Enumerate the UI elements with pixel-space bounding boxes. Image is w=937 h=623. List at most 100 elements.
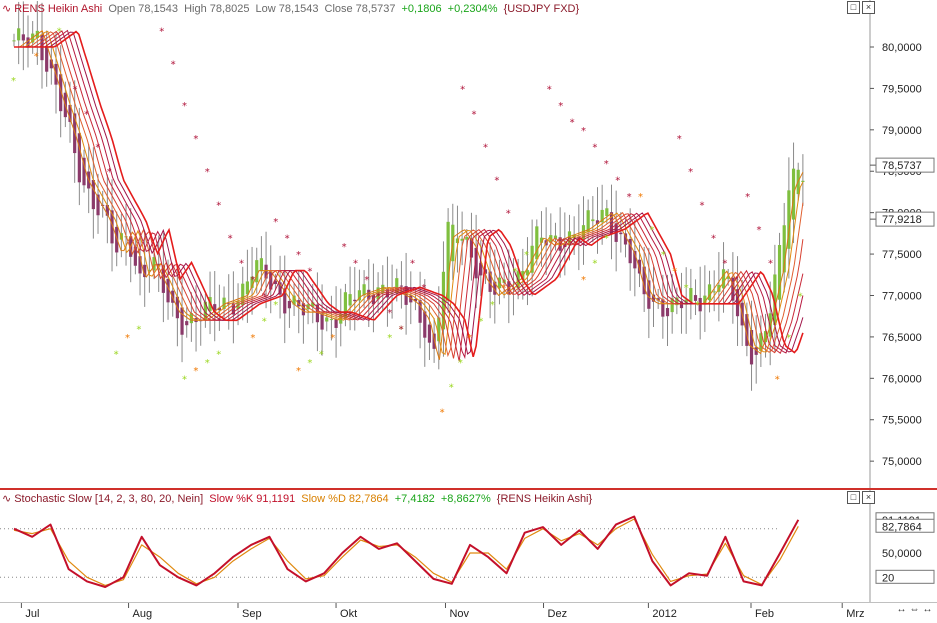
candle-body [605, 208, 609, 217]
price-chart[interactable]: 80,000079,500079,000078,500078,000077,50… [0, 0, 937, 488]
open-value: 78,1543 [138, 3, 179, 15]
candle-body [49, 59, 53, 69]
candle-body [754, 347, 758, 355]
sar-marker: * [73, 84, 78, 95]
scroll-left-icon[interactable]: ↔ [896, 604, 907, 615]
sar-marker: * [472, 109, 477, 120]
close-icon[interactable]: × [862, 491, 875, 504]
sar-marker: * [684, 283, 689, 294]
candle-body [297, 300, 301, 307]
stochastic-header: ∿ Stochastic Slow [14, 2, 3, 80, 20, Nein… [2, 492, 595, 506]
x-tick-label: Okt [340, 608, 357, 620]
maximize-icon[interactable]: □ [847, 1, 860, 14]
candle-body [133, 246, 137, 266]
sar-marker: * [376, 291, 381, 302]
candle-body [147, 269, 151, 271]
candle-body [21, 34, 25, 41]
candle-body [787, 190, 791, 249]
candle-body [45, 47, 49, 72]
sar-marker: * [581, 126, 586, 137]
sar-marker: * [216, 200, 221, 211]
level-20-label-box [875, 569, 935, 584]
sar-marker: * [330, 333, 335, 344]
candle-body [763, 331, 768, 343]
x-tick-label: Jul [25, 608, 39, 620]
candle-body [357, 290, 362, 301]
price-chart-pane[interactable]: 80,000079,500079,000078,500078,000077,50… [0, 0, 937, 489]
candle-body [801, 180, 805, 182]
candle-body [703, 295, 707, 305]
candle-body [735, 289, 740, 317]
symbol-name: RENS Heikin Ashi [14, 3, 103, 15]
sar-marker: * [182, 101, 187, 112]
candle-body [250, 276, 254, 288]
k-value: 91,1191 [256, 493, 296, 505]
sar-marker: * [11, 76, 16, 87]
candle-body [665, 308, 670, 317]
maximize-icon[interactable]: □ [847, 491, 860, 504]
low-label: Low [255, 3, 276, 15]
candle-body [591, 219, 595, 222]
moving-average-line [14, 31, 804, 355]
candle-body [343, 292, 348, 319]
sar-marker: * [677, 134, 682, 145]
stochastic-pane-buttons: □ × [847, 491, 875, 504]
y-tick-label: 76,0000 [882, 373, 922, 385]
stoch-change: +7,4182 [394, 493, 435, 505]
candle-body [413, 298, 418, 302]
y-tick-label: 79,5000 [882, 83, 922, 95]
sar-marker: * [114, 349, 119, 360]
scroll-right-icon[interactable]: ↔ [922, 604, 933, 615]
sar-marker: * [458, 358, 463, 369]
sar-marker: * [467, 333, 472, 344]
moving-average-line [14, 30, 804, 359]
candle-body [465, 236, 469, 240]
pane-separator[interactable] [0, 488, 937, 490]
ma-price-label-box [875, 211, 935, 227]
moving-average-line [14, 31, 804, 358]
candle-body [348, 294, 352, 306]
sar-marker: * [786, 333, 791, 344]
candle-body [409, 295, 413, 303]
candle-body [311, 302, 315, 307]
candle-body [283, 288, 287, 314]
close-icon[interactable]: × [862, 1, 875, 14]
candle-body [479, 263, 483, 276]
x-tick-label: Dez [548, 608, 568, 620]
sar-marker: * [171, 60, 176, 71]
stochastic-pane[interactable]: 50,0000 91,1191 82,7864 20 ∿Stochastic Slow… [0, 490, 937, 603]
x-tick-label: Feb [755, 608, 774, 620]
sar-marker: * [513, 267, 518, 278]
candle-body [726, 276, 730, 279]
sar-marker: * [700, 200, 705, 211]
candle-body [647, 280, 651, 309]
candle-body [59, 74, 63, 112]
candle-body [278, 282, 282, 295]
candle-body [138, 256, 142, 274]
candle-body [441, 271, 446, 330]
slow-k-line [13, 515, 800, 588]
candle-body [264, 264, 268, 279]
sar-marker: * [307, 267, 312, 278]
d-value-label-box [875, 518, 935, 533]
stoch-change-pct: +8,8627% [440, 493, 491, 505]
candle-body [777, 245, 782, 300]
candle-body [675, 297, 679, 306]
stochastic-chart[interactable]: 50,0000 91,1191 82,7864 20 [0, 490, 937, 602]
candle-body [161, 265, 165, 293]
sar-marker: * [159, 26, 164, 37]
sar-marker: * [547, 84, 552, 95]
candle-body [287, 300, 292, 309]
sar-marker: * [262, 291, 267, 302]
candle-body [185, 321, 189, 326]
candle-body [633, 251, 637, 269]
zoom-icon[interactable]: ⇔ [909, 604, 920, 615]
time-axis: Jul Aug Sep Okt Nov Dez 2012 Feb Mrz [20, 603, 865, 620]
indicator-name: Stochastic Slow [14, 2, 3, 80, 20, Nein] [14, 493, 204, 505]
candle-body [628, 238, 632, 264]
candle-body [26, 37, 30, 48]
price-pane-buttons: □ × [847, 1, 875, 14]
sar-marker: * [136, 325, 141, 336]
open-label: Open [108, 3, 136, 15]
sar-marker: * [627, 192, 632, 203]
